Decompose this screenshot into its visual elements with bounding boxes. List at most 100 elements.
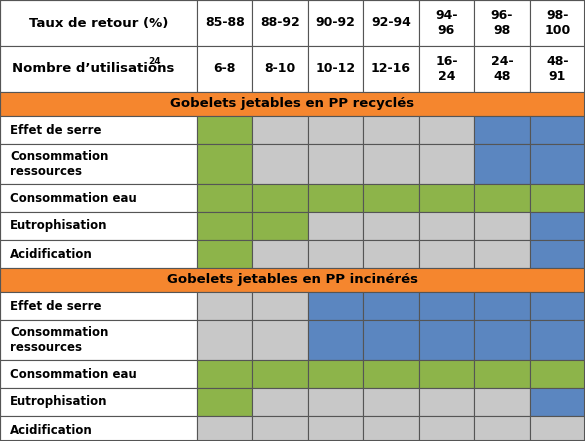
Text: 24: 24 bbox=[148, 57, 161, 67]
Text: 8-10: 8-10 bbox=[264, 63, 296, 75]
Text: Consommation eau: Consommation eau bbox=[10, 367, 137, 381]
Bar bbox=[419, 292, 474, 320]
Bar bbox=[0, 116, 197, 144]
Bar bbox=[363, 184, 419, 212]
Bar bbox=[308, 240, 363, 268]
Text: Nombre d’utilisations: Nombre d’utilisations bbox=[12, 63, 174, 75]
Bar bbox=[0, 388, 197, 416]
Bar bbox=[0, 212, 197, 240]
Bar bbox=[474, 360, 529, 388]
Bar bbox=[529, 320, 585, 360]
Bar bbox=[529, 46, 585, 92]
Bar bbox=[308, 144, 363, 184]
Bar bbox=[197, 388, 253, 416]
Bar bbox=[363, 292, 419, 320]
Bar bbox=[474, 416, 529, 441]
Bar bbox=[308, 320, 363, 360]
Bar bbox=[419, 320, 474, 360]
Text: 92-94: 92-94 bbox=[371, 16, 411, 30]
Bar bbox=[474, 212, 529, 240]
Bar bbox=[474, 184, 529, 212]
Bar bbox=[0, 360, 197, 388]
Bar bbox=[253, 240, 308, 268]
Bar bbox=[529, 0, 585, 46]
Text: Gobelets jetables en PP recyclés: Gobelets jetables en PP recyclés bbox=[170, 97, 415, 111]
Bar bbox=[419, 46, 474, 92]
Bar bbox=[253, 212, 308, 240]
Bar bbox=[419, 212, 474, 240]
Bar bbox=[419, 360, 474, 388]
Text: 6-8: 6-8 bbox=[214, 63, 236, 75]
Bar bbox=[253, 360, 308, 388]
Text: 96-
98: 96- 98 bbox=[491, 9, 513, 37]
Text: 88-92: 88-92 bbox=[260, 16, 300, 30]
Bar bbox=[197, 292, 253, 320]
Bar bbox=[308, 46, 363, 92]
Bar bbox=[253, 144, 308, 184]
Bar bbox=[529, 292, 585, 320]
Bar bbox=[308, 388, 363, 416]
Bar bbox=[308, 416, 363, 441]
Bar bbox=[253, 116, 308, 144]
Text: 48-
91: 48- 91 bbox=[546, 55, 569, 83]
Bar bbox=[308, 0, 363, 46]
Text: Eutrophisation: Eutrophisation bbox=[10, 396, 108, 408]
Text: 94-
96: 94- 96 bbox=[435, 9, 457, 37]
Bar bbox=[197, 116, 253, 144]
Bar bbox=[0, 184, 197, 212]
Text: 16-
24: 16- 24 bbox=[435, 55, 457, 83]
Bar bbox=[529, 184, 585, 212]
Bar bbox=[474, 388, 529, 416]
Bar bbox=[529, 116, 585, 144]
Text: Effet de serre: Effet de serre bbox=[10, 299, 102, 313]
Bar bbox=[253, 292, 308, 320]
Bar bbox=[197, 320, 253, 360]
Bar bbox=[529, 388, 585, 416]
Bar bbox=[474, 240, 529, 268]
Bar bbox=[308, 184, 363, 212]
Bar bbox=[363, 240, 419, 268]
Bar bbox=[419, 388, 474, 416]
Bar bbox=[419, 116, 474, 144]
Bar bbox=[197, 184, 253, 212]
Bar bbox=[419, 0, 474, 46]
Bar bbox=[529, 416, 585, 441]
Bar bbox=[0, 144, 197, 184]
Bar bbox=[474, 46, 529, 92]
Bar bbox=[253, 320, 308, 360]
Bar bbox=[197, 0, 253, 46]
Bar bbox=[529, 212, 585, 240]
Bar bbox=[419, 416, 474, 441]
Bar bbox=[197, 416, 253, 441]
Bar bbox=[0, 92, 585, 116]
Bar bbox=[0, 416, 197, 441]
Bar bbox=[0, 268, 585, 292]
Text: Consommation
ressources: Consommation ressources bbox=[10, 150, 108, 178]
Bar bbox=[197, 46, 253, 92]
Bar bbox=[363, 320, 419, 360]
Text: 85-88: 85-88 bbox=[205, 16, 245, 30]
Text: Eutrophisation: Eutrophisation bbox=[10, 220, 108, 232]
Bar bbox=[363, 416, 419, 441]
Bar bbox=[197, 240, 253, 268]
Bar bbox=[0, 292, 197, 320]
Bar bbox=[197, 144, 253, 184]
Bar bbox=[529, 360, 585, 388]
Bar bbox=[308, 292, 363, 320]
Text: Acidification: Acidification bbox=[10, 423, 93, 437]
Bar bbox=[0, 240, 197, 268]
Bar bbox=[419, 240, 474, 268]
Bar bbox=[363, 46, 419, 92]
Bar bbox=[308, 116, 363, 144]
Bar bbox=[253, 46, 308, 92]
Bar bbox=[197, 360, 253, 388]
Bar bbox=[529, 144, 585, 184]
Bar bbox=[0, 46, 197, 92]
Bar bbox=[308, 212, 363, 240]
Text: Consommation
ressources: Consommation ressources bbox=[10, 326, 108, 354]
Text: Consommation eau: Consommation eau bbox=[10, 191, 137, 205]
Bar bbox=[363, 0, 419, 46]
Text: 10-12: 10-12 bbox=[315, 63, 356, 75]
Text: 12-16: 12-16 bbox=[371, 63, 411, 75]
Bar bbox=[474, 116, 529, 144]
